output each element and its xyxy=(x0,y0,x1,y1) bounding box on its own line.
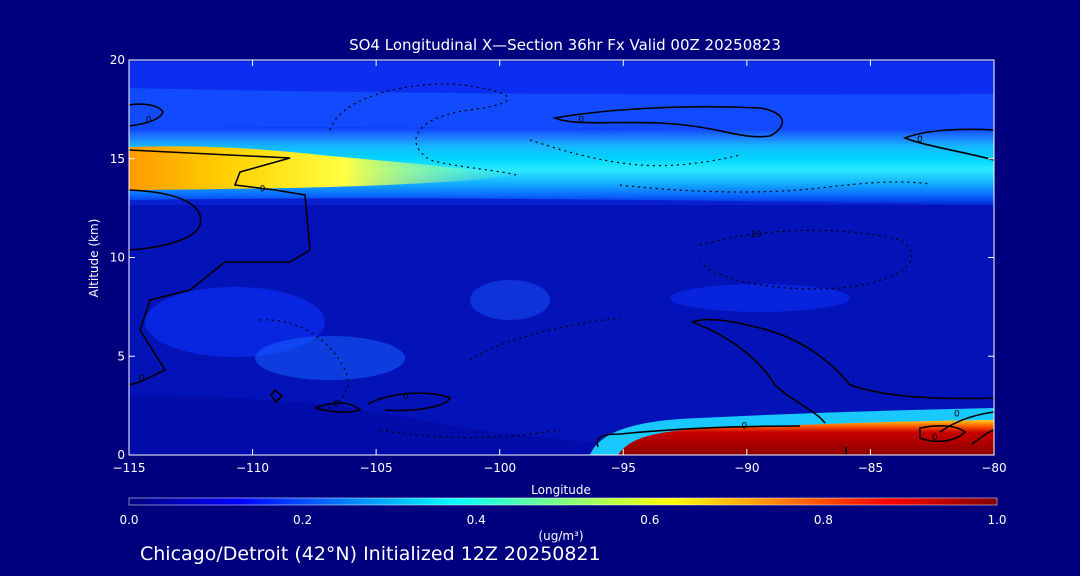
contour-dash-7 xyxy=(379,429,561,439)
x-tick-label: −85 xyxy=(858,461,883,475)
x-axis-ticks: −115 −110 −105 −100 −95 −90 −85 −80 xyxy=(113,60,1007,475)
y-axis-label: Altitude (km) xyxy=(87,219,101,298)
contour-solid-13 xyxy=(939,411,994,433)
contour-dashed xyxy=(259,83,931,439)
contour-label: -10 xyxy=(747,230,762,240)
colorbar-tick-label: 0.6 xyxy=(640,513,659,527)
contour-label: 0 xyxy=(578,115,584,125)
x-tick-label: −100 xyxy=(483,461,516,475)
colorbar xyxy=(128,497,998,506)
contour-label: 0 xyxy=(146,115,152,125)
colorbar-tick-label: 0.2 xyxy=(293,513,312,527)
field-upper-band xyxy=(129,88,994,132)
x-tick-label: −90 xyxy=(734,461,759,475)
colorbar-tick-label: 0.4 xyxy=(467,513,486,527)
y-tick-label: 5 xyxy=(117,349,125,363)
footer-caption: Chicago/Detroit (42°N) Initialized 12Z 2… xyxy=(140,543,601,565)
contour-label: 0 xyxy=(334,400,340,410)
contour-solid-14 xyxy=(971,429,994,445)
contour-label: 0 xyxy=(742,421,748,431)
contour-label: 0 xyxy=(403,392,409,402)
contour-dash-1 xyxy=(329,83,521,177)
contour-solid-5 xyxy=(902,128,994,161)
x-tick-label: −95 xyxy=(611,461,636,475)
contour-label: 0 xyxy=(932,433,938,443)
contour-dash-6 xyxy=(469,317,621,361)
field-blob-1 xyxy=(145,287,325,357)
colorbar-ticks: 0.0 0.2 0.4 0.6 0.8 1.0 xyxy=(119,513,1006,527)
contour-dash-3 xyxy=(619,181,931,193)
colorbar-tick-label: 0.8 xyxy=(814,513,833,527)
contour-label: 0 xyxy=(260,184,266,194)
y-tick-label: 0 xyxy=(117,448,125,462)
contour-solid-8 xyxy=(367,392,452,412)
contour-labels: 0 0 0 0 0 0 0 0 0 0 -10 xyxy=(138,115,960,443)
field-blob-4 xyxy=(670,284,850,312)
x-tick-label: −105 xyxy=(360,461,393,475)
contour-lines xyxy=(129,103,994,455)
field-blob-2 xyxy=(255,336,405,380)
x-tick-label: −110 xyxy=(236,461,269,475)
field-lower-dark xyxy=(129,395,620,455)
contour-dash-5 xyxy=(259,319,349,413)
chart-title: SO4 Longitudinal X—Section 36hr Fx Valid… xyxy=(349,36,781,54)
contour-solid-2 xyxy=(129,149,311,386)
field-tropopause-max xyxy=(129,146,520,190)
contour-solid-9 xyxy=(691,318,994,400)
contour-solid-6 xyxy=(314,402,362,413)
contour-label: 0 xyxy=(138,374,144,384)
x-tick-label: −115 xyxy=(113,461,146,475)
contour-label: 0 xyxy=(954,410,960,420)
heatmap-field xyxy=(129,60,994,455)
contour-solid-10 xyxy=(691,321,826,424)
contour-label: 0 xyxy=(917,135,923,145)
y-axis-ticks: 0 5 10 15 20 xyxy=(110,53,994,462)
contour-solid-4 xyxy=(552,105,784,138)
x-tick-label: −80 xyxy=(981,461,1006,475)
y-tick-label: 15 xyxy=(110,152,125,166)
contour-solid-12 xyxy=(919,425,967,443)
colorbar-label: (ug/m³) xyxy=(538,529,583,543)
field-blob-3 xyxy=(470,280,550,320)
y-tick-label: 20 xyxy=(110,53,125,67)
contour-solid-7 xyxy=(269,388,284,404)
y-tick-label: 10 xyxy=(110,251,125,265)
field-surface-max xyxy=(618,420,994,455)
x-axis-label: Longitude xyxy=(531,483,591,497)
colorbar-tick-label: 1.0 xyxy=(987,513,1006,527)
contour-solid-1 xyxy=(129,103,164,127)
contour-dash-2 xyxy=(529,139,741,167)
contour-solid-3 xyxy=(129,189,202,251)
contour-solid-11 xyxy=(596,425,801,448)
colorbar-tick-label: 0.0 xyxy=(119,513,138,527)
